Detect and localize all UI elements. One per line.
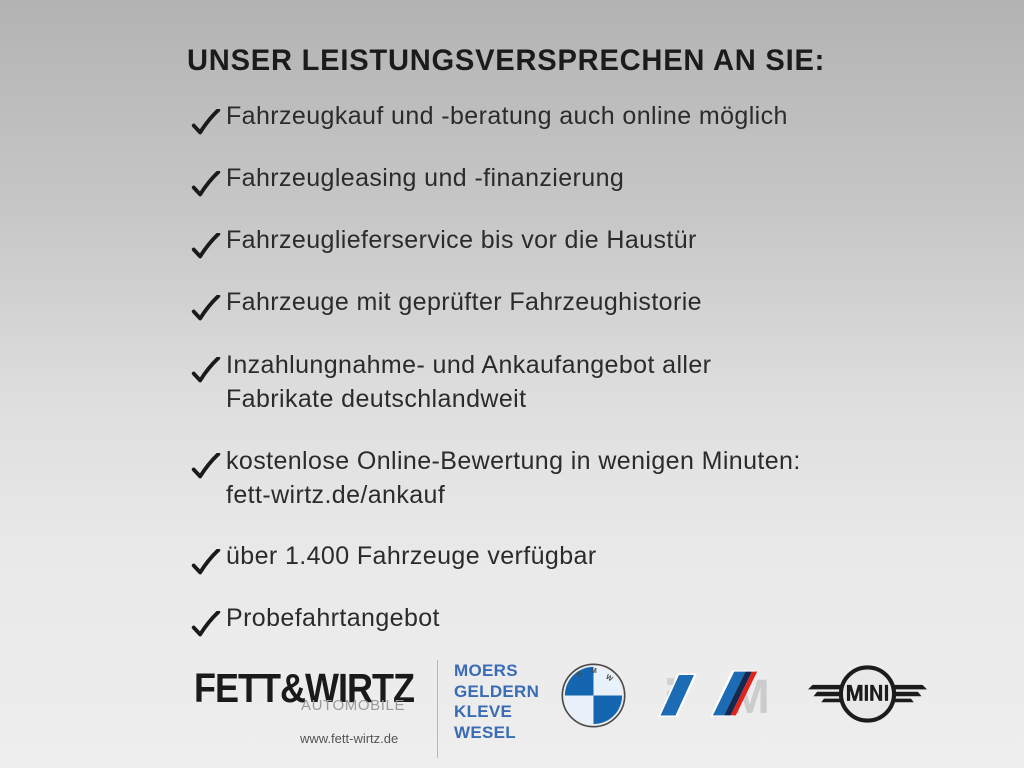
svg-text:M: M (591, 667, 597, 675)
